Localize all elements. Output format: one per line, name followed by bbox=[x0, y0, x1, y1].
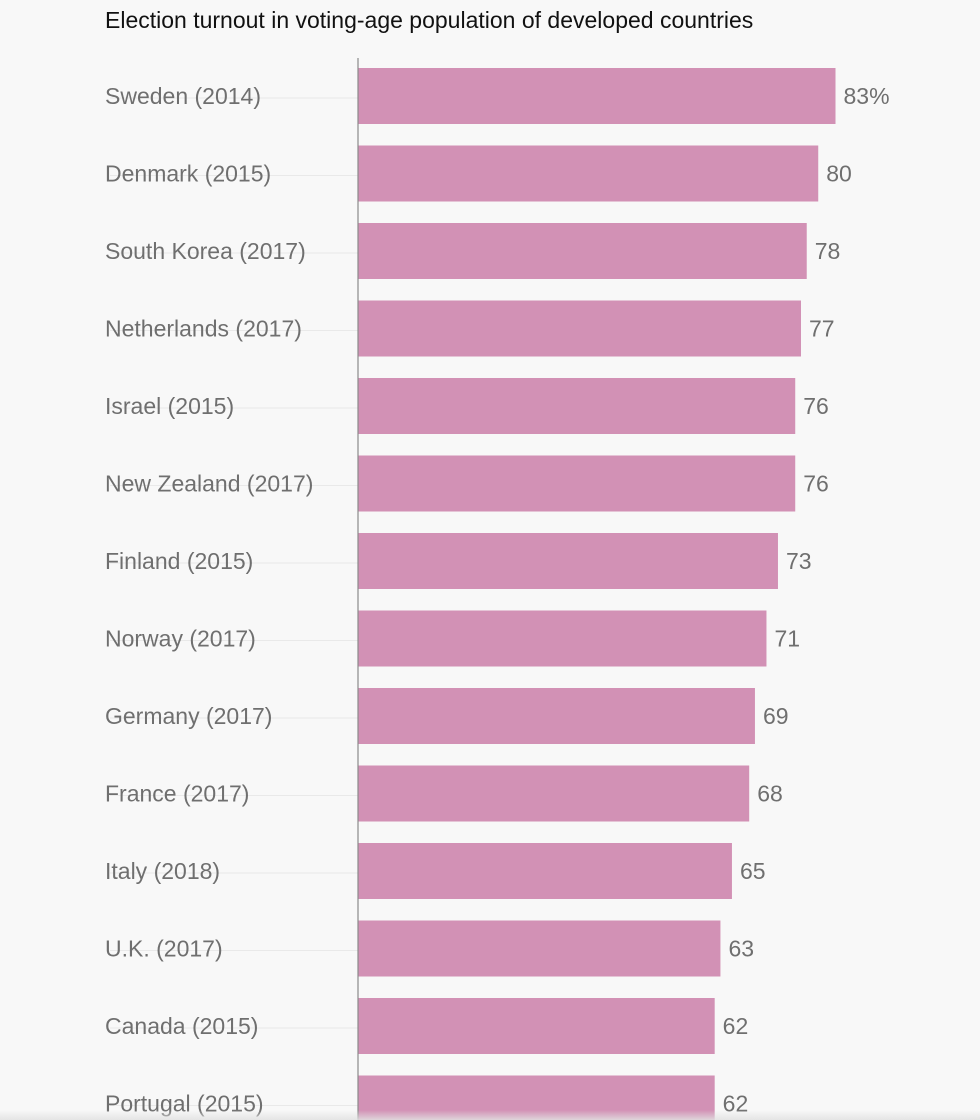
category-label: South Korea (2017) bbox=[105, 238, 306, 264]
value-label: 68 bbox=[757, 781, 783, 807]
value-label: 62 bbox=[723, 1013, 749, 1039]
chart-title: Election turnout in voting-age populatio… bbox=[105, 7, 754, 33]
bar bbox=[358, 765, 750, 822]
bar bbox=[358, 300, 801, 357]
category-label: Denmark (2015) bbox=[105, 161, 271, 187]
bar bbox=[358, 145, 819, 202]
category-label: Italy (2018) bbox=[105, 858, 220, 884]
category-label: Canada (2015) bbox=[105, 1013, 258, 1039]
value-label: 83% bbox=[844, 83, 890, 109]
value-label: 77 bbox=[809, 316, 835, 342]
category-label: Sweden (2014) bbox=[105, 83, 261, 109]
category-label: Israel (2015) bbox=[105, 393, 234, 419]
category-label: France (2017) bbox=[105, 781, 249, 807]
bar bbox=[358, 1075, 715, 1120]
bar bbox=[358, 920, 721, 977]
value-label: 71 bbox=[774, 626, 800, 652]
bar bbox=[358, 68, 836, 124]
bar bbox=[358, 843, 732, 899]
value-label: 76 bbox=[803, 471, 829, 497]
bar bbox=[358, 223, 807, 279]
value-label: 65 bbox=[740, 858, 766, 884]
value-label: 63 bbox=[728, 936, 754, 962]
bar bbox=[358, 998, 715, 1054]
bar bbox=[358, 688, 755, 744]
bar bbox=[358, 455, 796, 512]
category-label: Norway (2017) bbox=[105, 626, 256, 652]
value-label: 73 bbox=[786, 548, 812, 574]
value-label: 62 bbox=[723, 1091, 749, 1117]
category-label: U.K. (2017) bbox=[105, 936, 223, 962]
category-label: Finland (2015) bbox=[105, 548, 253, 574]
bar bbox=[358, 610, 767, 667]
value-label: 80 bbox=[826, 161, 852, 187]
value-label: 69 bbox=[763, 703, 789, 729]
category-label: Germany (2017) bbox=[105, 703, 272, 729]
bar bbox=[358, 378, 796, 434]
category-label: New Zealand (2017) bbox=[105, 471, 313, 497]
bar bbox=[358, 533, 778, 589]
value-label: 76 bbox=[803, 393, 829, 419]
category-label: Portugal (2015) bbox=[105, 1091, 264, 1117]
category-label: Netherlands (2017) bbox=[105, 316, 302, 342]
value-label: 78 bbox=[815, 238, 841, 264]
